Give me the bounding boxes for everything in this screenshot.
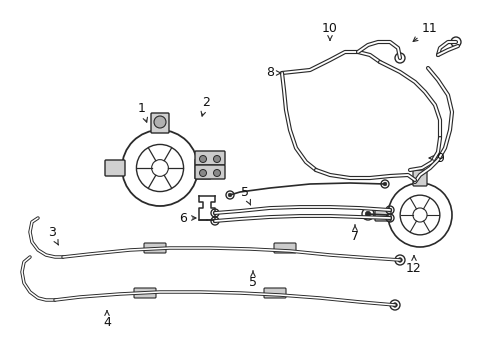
- Circle shape: [366, 211, 371, 217]
- FancyBboxPatch shape: [195, 165, 225, 179]
- Text: 7: 7: [351, 225, 359, 243]
- Text: 2: 2: [201, 95, 210, 116]
- Circle shape: [228, 193, 232, 197]
- Text: 10: 10: [322, 22, 338, 40]
- Circle shape: [213, 211, 217, 215]
- FancyBboxPatch shape: [195, 169, 211, 179]
- Circle shape: [383, 182, 387, 186]
- FancyBboxPatch shape: [375, 209, 391, 221]
- Circle shape: [393, 303, 397, 307]
- Circle shape: [154, 116, 166, 128]
- FancyBboxPatch shape: [151, 113, 169, 133]
- Circle shape: [398, 258, 402, 262]
- FancyBboxPatch shape: [264, 288, 286, 298]
- Circle shape: [388, 216, 392, 220]
- Text: 4: 4: [103, 311, 111, 329]
- Text: 8: 8: [266, 67, 281, 80]
- Text: 3: 3: [48, 226, 58, 245]
- Circle shape: [214, 170, 220, 176]
- FancyBboxPatch shape: [413, 170, 427, 186]
- Text: 9: 9: [429, 152, 444, 165]
- Circle shape: [199, 156, 206, 162]
- Circle shape: [213, 219, 217, 223]
- Text: 1: 1: [138, 102, 147, 122]
- FancyBboxPatch shape: [274, 243, 296, 253]
- Circle shape: [199, 170, 206, 176]
- FancyBboxPatch shape: [195, 151, 225, 165]
- Circle shape: [388, 208, 392, 212]
- FancyBboxPatch shape: [144, 243, 166, 253]
- Text: 12: 12: [406, 256, 422, 274]
- Text: 6: 6: [179, 211, 196, 225]
- Text: 11: 11: [413, 22, 438, 41]
- FancyBboxPatch shape: [134, 288, 156, 298]
- Text: 5: 5: [241, 186, 250, 205]
- Text: 5: 5: [249, 271, 257, 289]
- Circle shape: [214, 156, 220, 162]
- FancyBboxPatch shape: [195, 159, 211, 169]
- FancyBboxPatch shape: [105, 160, 125, 176]
